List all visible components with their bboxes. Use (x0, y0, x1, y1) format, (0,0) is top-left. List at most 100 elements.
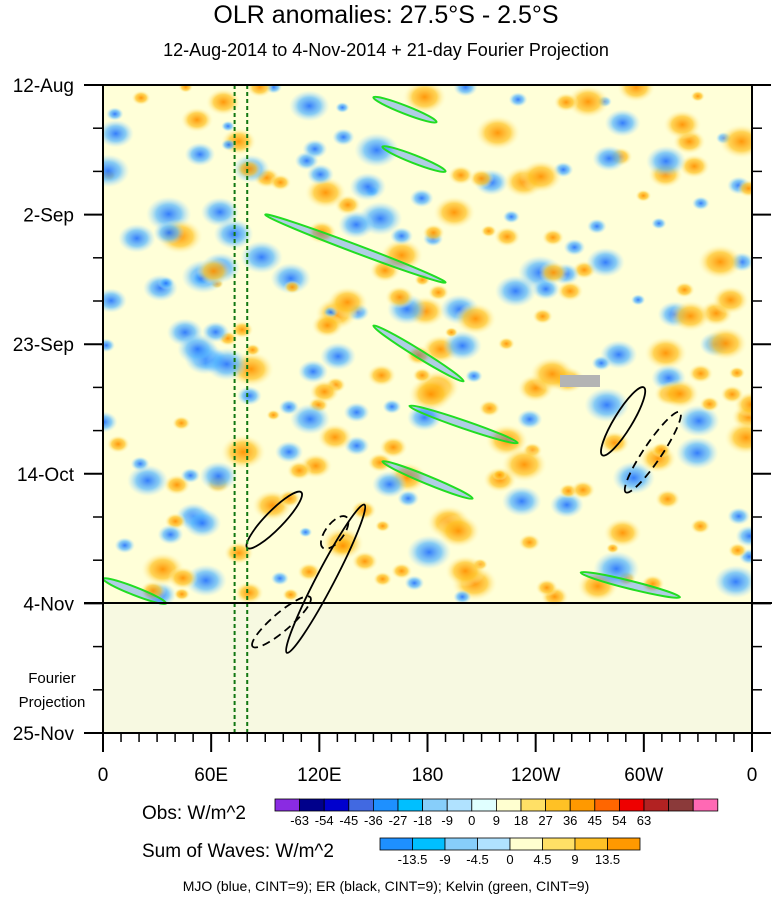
y-tick-label: 12-Aug (13, 76, 74, 97)
anomaly-blob (374, 519, 391, 533)
y-tick-label: 23-Sep (13, 335, 74, 356)
colorbar-box (619, 798, 645, 812)
chart-title: OLR anomalies: 27.5°S - 2.5°S (213, 1, 559, 29)
colorbar-tick-label: -36 (363, 813, 383, 828)
anomaly-blob (670, 300, 711, 332)
anomaly-blob (737, 179, 752, 198)
colorbar-box (379, 837, 413, 851)
anomaly-blob (404, 575, 425, 591)
projection-background (103, 603, 752, 733)
anomaly-blob (630, 294, 646, 306)
anomaly-blob (723, 420, 752, 455)
colorbar-box (542, 837, 576, 851)
anomaly-blob (699, 396, 720, 413)
anomaly-blob (697, 244, 744, 280)
colorbar-tick-label: 45 (587, 813, 603, 828)
anomaly-blob (714, 565, 752, 599)
colorbar-box (299, 798, 325, 812)
anomaly-blob (444, 327, 459, 338)
anomaly-blob (244, 343, 261, 357)
anomaly-blob (660, 378, 700, 409)
anomaly-blob (508, 92, 528, 107)
colorbar-box (412, 837, 446, 851)
anomaly-blob (282, 588, 300, 602)
anomaly-blob (157, 276, 175, 290)
x-tick-label: 120E (297, 765, 341, 786)
anomaly-blob (553, 92, 579, 112)
anomaly-blob (354, 132, 399, 168)
anomaly-blob (378, 436, 408, 459)
anomaly-blob (184, 142, 216, 167)
anomaly-blob (654, 489, 681, 509)
y-tick-label: 25-Nov (13, 724, 75, 745)
anomaly-blob (409, 188, 434, 208)
anomaly-blob (651, 442, 672, 458)
waves-colorbar (379, 837, 641, 851)
anomaly-blob (651, 217, 667, 230)
colorbar-box (594, 798, 620, 812)
anomaly-blob (297, 562, 322, 581)
anomaly-blob (453, 85, 478, 97)
anomaly-blob (118, 223, 156, 253)
anomaly-blob (235, 158, 262, 180)
anomaly-blob (676, 436, 719, 470)
anomaly-blob (587, 218, 607, 234)
anomaly-blob (617, 85, 656, 103)
colorbar-box (607, 837, 641, 851)
anomaly-blob (727, 507, 751, 525)
anomaly-blob (549, 491, 584, 518)
kelvin-contour (408, 404, 519, 445)
anomaly-blob (277, 489, 301, 508)
anomaly-blob (289, 90, 330, 122)
anomaly-blob (382, 399, 402, 414)
anomaly-blob (311, 312, 344, 338)
anomaly-blob (384, 285, 415, 309)
anomaly-blob (492, 469, 508, 481)
obs-colorbar (274, 798, 719, 812)
anomaly-blob (692, 196, 710, 211)
anomaly-blob (728, 366, 746, 380)
anomaly-blob (246, 85, 273, 98)
kelvin-contour (381, 145, 447, 173)
y-tick-label: 2-Sep (23, 206, 74, 227)
anomaly-blob (677, 404, 720, 437)
y-axis: 12-Aug 2-Sep 23-Sep 14-Oct 4-Nov 25-Nov (13, 76, 771, 745)
anomaly-blob (592, 145, 626, 172)
anomaly-blob (494, 275, 537, 308)
anomaly-blob (720, 385, 745, 404)
anomaly-blob (406, 535, 452, 570)
anomaly-blob (173, 587, 191, 601)
anomaly-blob (688, 363, 714, 384)
anomaly-blob (221, 120, 235, 132)
anomaly-blob (517, 409, 543, 429)
anomaly-blob (612, 461, 655, 495)
colorbar-tick-label: -4.5 (466, 852, 489, 867)
er-contour (623, 410, 682, 494)
anomaly-blob (454, 302, 497, 335)
colorbar-box (574, 837, 608, 851)
anomaly-blob (343, 402, 370, 423)
anomaly-blob (106, 435, 130, 454)
anomaly-blob (497, 337, 515, 351)
anomaly-blob (604, 109, 641, 137)
anomaly-blob (153, 220, 185, 245)
colorbar-box (495, 798, 522, 812)
anomaly-blob (535, 578, 559, 597)
anomaly-blob (103, 154, 130, 188)
anomaly-blob (718, 124, 752, 159)
anomaly-blob (177, 333, 218, 365)
colorbar-box (323, 798, 350, 812)
colorbar-tick-label: 36 (562, 813, 578, 828)
anomaly-blob (465, 369, 483, 383)
anomaly-blob (646, 145, 686, 177)
anomaly-blob (131, 90, 151, 106)
projection-label-line2: Projection (18, 694, 86, 711)
colorbar-box (643, 798, 670, 812)
kelvin-contour (381, 460, 474, 500)
kelvin-contour (579, 570, 681, 599)
colorbar-box (446, 798, 473, 812)
anomaly-blob (290, 403, 331, 435)
anomaly-blob (674, 281, 695, 298)
anomaly-blob (432, 195, 476, 229)
anomaly-blob (205, 88, 242, 116)
